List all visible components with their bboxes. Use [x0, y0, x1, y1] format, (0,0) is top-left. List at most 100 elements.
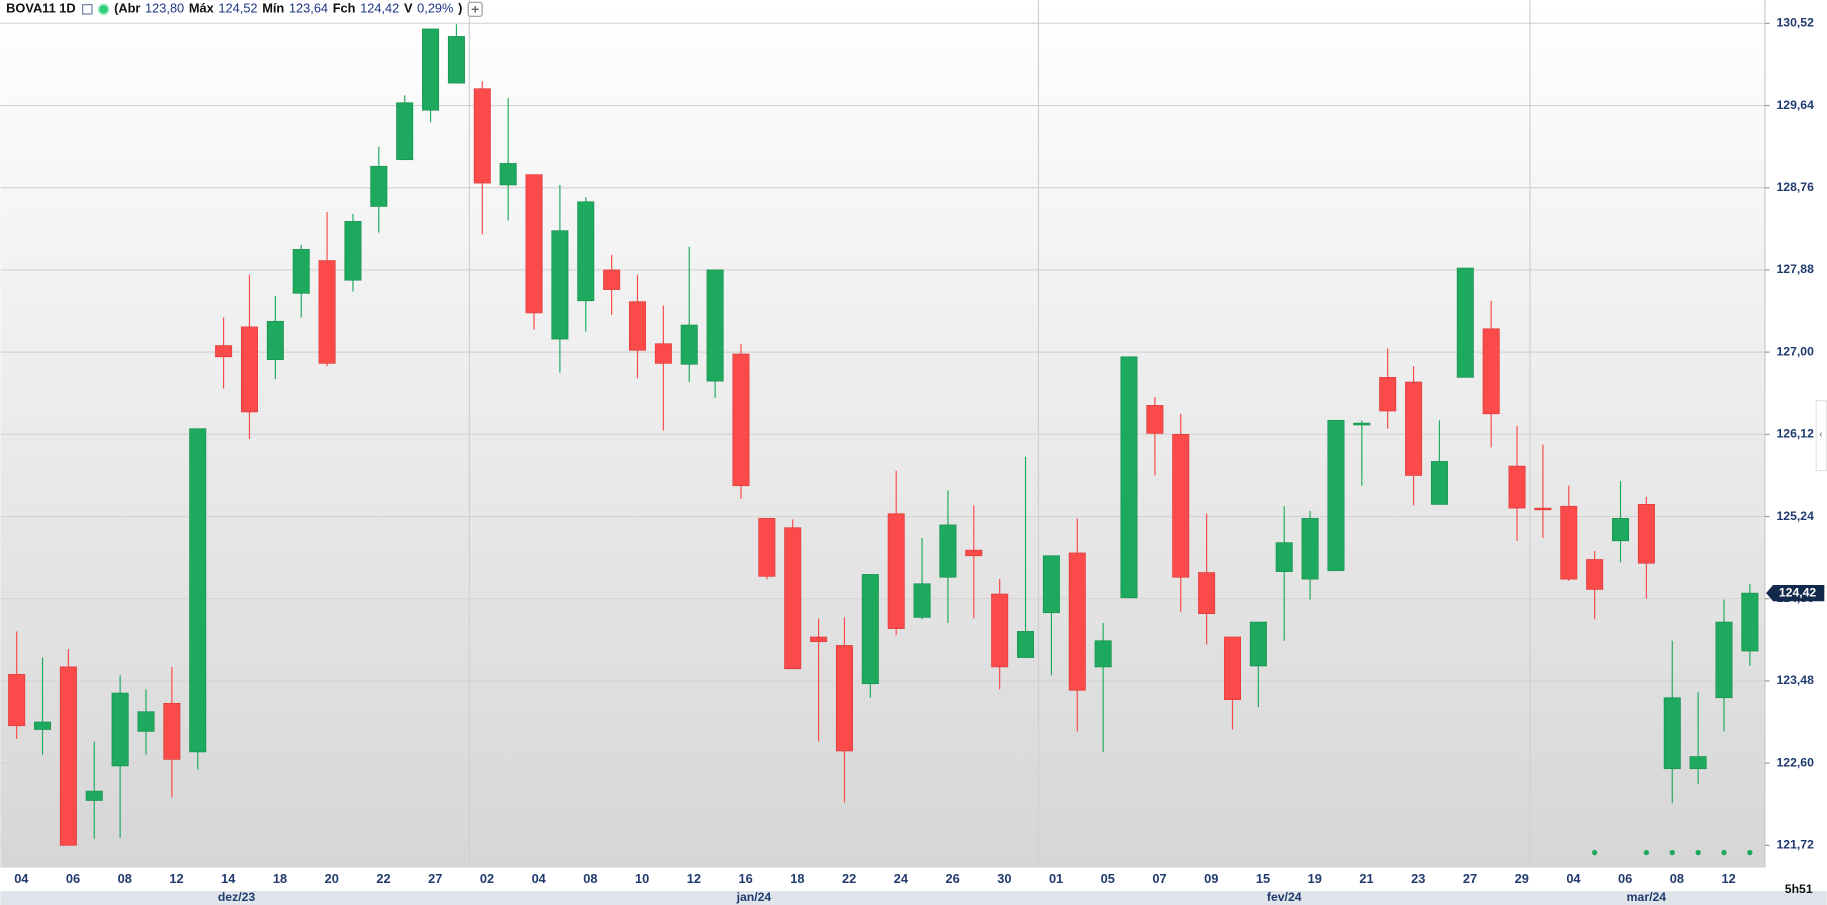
x-tick-label: 09: [1204, 871, 1218, 886]
candle-body[interactable]: [758, 518, 776, 577]
candle-body[interactable]: [1120, 356, 1138, 599]
candle-body[interactable]: [1017, 631, 1035, 658]
candle-body[interactable]: [1508, 465, 1526, 509]
candle-body[interactable]: [913, 583, 931, 618]
candle-body[interactable]: [706, 269, 724, 382]
candle-body[interactable]: [111, 692, 129, 767]
candle-body[interactable]: [344, 221, 362, 281]
candle-body[interactable]: [810, 636, 828, 643]
candle-body[interactable]: [422, 28, 440, 111]
candle-body[interactable]: [835, 645, 853, 752]
candle-body[interactable]: [1612, 518, 1630, 542]
candle-body[interactable]: [447, 36, 465, 84]
candle-body[interactable]: [34, 721, 52, 730]
candle-body[interactable]: [603, 269, 621, 290]
event-dot[interactable]: [1669, 849, 1675, 856]
x-tick-label: 04: [14, 871, 29, 886]
candle-body[interactable]: [1430, 461, 1448, 505]
candle-body[interactable]: [1301, 518, 1319, 580]
candle-body[interactable]: [1663, 697, 1681, 770]
candle-body[interactable]: [1482, 328, 1500, 415]
candle-body[interactable]: [1146, 405, 1164, 434]
candle-body[interactable]: [473, 88, 491, 184]
candle-body[interactable]: [1094, 640, 1112, 668]
candle-body[interactable]: [370, 165, 388, 207]
y-tick-label: 128,76: [1777, 180, 1815, 194]
month-axis-band: [0, 891, 1827, 905]
x-tick-label: 20: [325, 871, 339, 886]
candle-body[interactable]: [189, 428, 207, 753]
candle-body[interactable]: [577, 201, 595, 302]
x-tick-label: 21: [1359, 871, 1373, 886]
day-axis-band: [0, 867, 1827, 892]
add-indicator-plus[interactable]: [471, 5, 479, 13]
candle-body[interactable]: [732, 353, 750, 487]
candle-body[interactable]: [1586, 559, 1604, 590]
candle-body[interactable]: [965, 549, 983, 557]
candle-body[interactable]: [1689, 756, 1707, 770]
candle-body[interactable]: [1327, 419, 1345, 572]
candle-body[interactable]: [1172, 433, 1190, 578]
chart-type-icon[interactable]: [82, 4, 93, 15]
candle-body[interactable]: [525, 174, 543, 314]
header-label: Mín: [262, 1, 284, 16]
candle-body[interactable]: [292, 249, 310, 294]
y-tick-label: 127,00: [1777, 344, 1815, 358]
event-dot[interactable]: [1747, 849, 1753, 856]
candle-body[interactable]: [1560, 505, 1578, 580]
candle-body[interactable]: [137, 711, 155, 732]
y-tick-label: 126,12: [1777, 427, 1815, 441]
candle-body[interactable]: [240, 326, 258, 413]
candle-body[interactable]: [1379, 377, 1397, 412]
candle-body[interactable]: [784, 527, 802, 670]
candle-body[interactable]: [163, 702, 181, 760]
candle-body[interactable]: [1353, 422, 1371, 426]
candle-body[interactable]: [1534, 507, 1552, 511]
candle-body[interactable]: [680, 324, 698, 365]
candle-body[interactable]: [266, 320, 284, 360]
candle-body[interactable]: [1637, 504, 1655, 564]
y-tick-label: 129,64: [1777, 98, 1815, 112]
candle-body[interactable]: [1275, 542, 1293, 572]
candle-body[interactable]: [396, 102, 414, 161]
candle-body[interactable]: [1223, 636, 1241, 700]
y-tick-label: 121,72: [1777, 838, 1815, 852]
header-value: 123,80: [145, 1, 184, 16]
x-tick-label: 24: [894, 871, 909, 886]
candle-body[interactable]: [1042, 555, 1060, 614]
event-dot[interactable]: [1721, 849, 1727, 856]
x-tick-label: 29: [1515, 871, 1529, 886]
candle-body[interactable]: [629, 301, 647, 351]
candle-body[interactable]: [1456, 267, 1474, 378]
event-dot[interactable]: [1643, 849, 1650, 856]
candle-body[interactable]: [85, 790, 103, 801]
candle-body[interactable]: [1068, 552, 1086, 691]
event-dot[interactable]: [1695, 849, 1701, 856]
event-dot[interactable]: [1591, 849, 1598, 856]
candle-body[interactable]: [499, 163, 517, 186]
candle-body[interactable]: [215, 345, 233, 358]
candle-body[interactable]: [991, 593, 1009, 668]
candle-body[interactable]: [1741, 592, 1759, 652]
candle-body[interactable]: [551, 230, 569, 340]
side-panel-arrow[interactable]: ‹: [1819, 429, 1823, 440]
x-tick-label: 14: [221, 871, 236, 886]
candle-body[interactable]: [1715, 621, 1733, 699]
header-label: V: [404, 1, 413, 16]
x-tick-label: 12: [687, 871, 701, 886]
candle-body[interactable]: [887, 513, 905, 629]
x-tick-label: 01: [1049, 871, 1063, 886]
candle-body[interactable]: [1249, 621, 1267, 667]
candle-body[interactable]: [1198, 572, 1216, 615]
candle-body[interactable]: [59, 666, 77, 846]
x-tick-label: 27: [428, 871, 442, 886]
candle-body[interactable]: [654, 343, 672, 364]
candle-body[interactable]: [8, 674, 26, 727]
candle-body[interactable]: [861, 574, 879, 685]
y-tick-label: 123,48: [1777, 673, 1815, 687]
x-tick-label: 10: [635, 871, 649, 886]
candle-body[interactable]: [939, 524, 957, 578]
candle-body[interactable]: [1405, 381, 1423, 476]
candle-body[interactable]: [318, 260, 336, 364]
